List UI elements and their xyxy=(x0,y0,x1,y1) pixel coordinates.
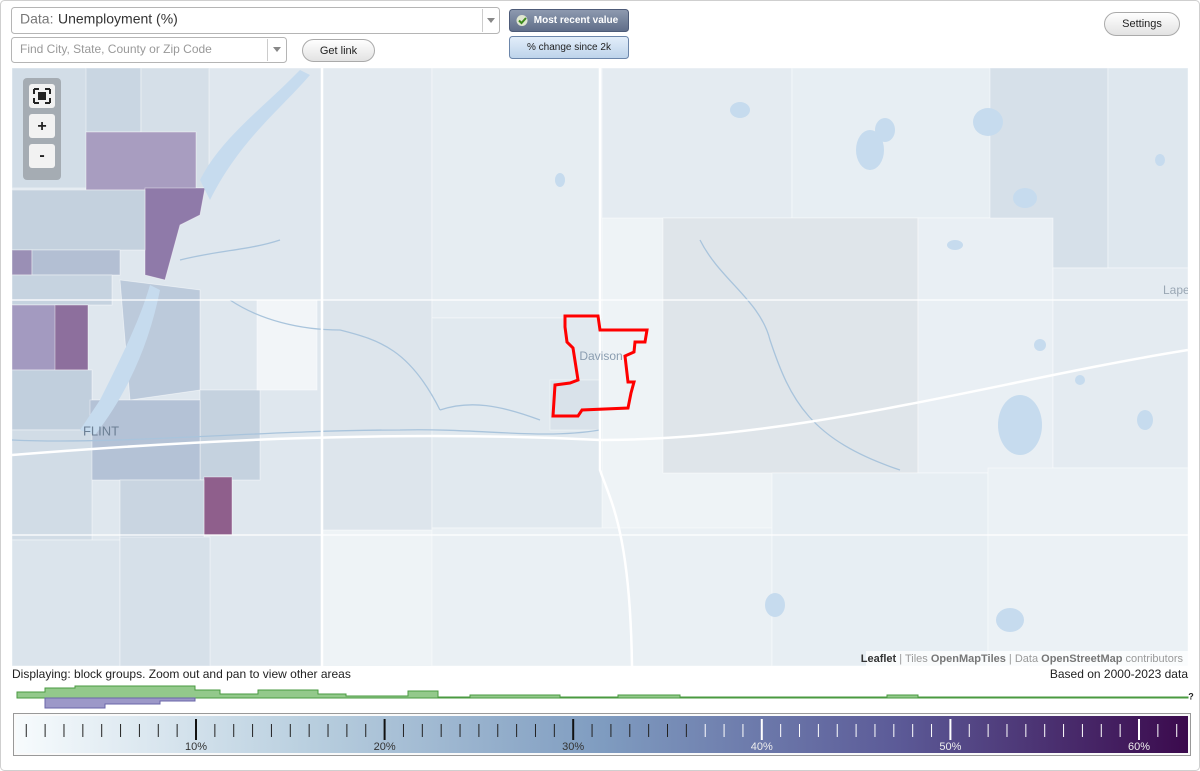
button-label: Get link xyxy=(320,45,358,57)
attribution-text: Tiles xyxy=(905,653,928,665)
button-label: Most recent value xyxy=(534,15,619,26)
mode-recent-button[interactable]: Most recent value xyxy=(509,9,629,32)
legend-tick-label: 60% xyxy=(1128,741,1150,753)
help-icon[interactable]: ? xyxy=(1188,691,1194,701)
get-link-button[interactable]: Get link xyxy=(302,39,375,62)
legend-tick-label: 30% xyxy=(562,741,584,753)
attribution-link[interactable]: OpenStreetMap xyxy=(1041,653,1123,665)
attribution: Leaflet | Tiles OpenMapTiles | Data Open… xyxy=(861,653,1184,665)
attribution-bg xyxy=(866,651,1188,666)
data-select[interactable]: Data: Unemployment (%) xyxy=(11,7,500,34)
histogram: ? xyxy=(16,685,1194,709)
search-placeholder: Find City, State, County or Zip Code xyxy=(20,42,212,56)
data-value: Unemployment (%) xyxy=(58,11,178,27)
block-groups xyxy=(12,68,1188,666)
legend-tick-label: 40% xyxy=(751,741,773,753)
rivers xyxy=(12,239,901,471)
data-range-note: Based on 2000-2023 data xyxy=(1050,667,1188,681)
attribution-sep: | xyxy=(899,653,902,665)
zoom-in-button[interactable]: + xyxy=(29,114,55,138)
map[interactable]: Davison FLINT Lape + - Leaflet | Tiles xyxy=(12,68,1190,666)
zoom-out-button[interactable]: - xyxy=(29,144,55,168)
water xyxy=(80,70,1165,632)
legend-tick-label: 20% xyxy=(374,741,396,753)
attribution-sep: | xyxy=(1009,653,1012,665)
legend-bar xyxy=(16,716,1188,753)
mode-change-button[interactable]: % change since 2k xyxy=(509,36,629,59)
legend-tick-label: 10% xyxy=(185,741,207,753)
data-label: Data: xyxy=(20,11,53,27)
attribution-text: Data xyxy=(1015,653,1039,665)
settings-button[interactable]: Settings xyxy=(1104,12,1180,36)
selected-area[interactable] xyxy=(551,314,649,418)
button-label: % change since 2k xyxy=(527,42,612,53)
place-label: FLINT xyxy=(83,423,119,438)
attribution-text: contributors xyxy=(1126,653,1184,665)
displaying-note: Displaying: block groups. Zoom out and p… xyxy=(12,667,351,681)
button-label: + xyxy=(37,118,46,135)
legend-tick-label: 50% xyxy=(939,741,961,753)
search-box[interactable]: Find City, State, County or Zip Code xyxy=(11,37,287,63)
attribution-link[interactable]: Leaflet xyxy=(861,653,897,665)
fullscreen-button[interactable] xyxy=(29,84,55,108)
place-label: Lape xyxy=(1163,283,1190,297)
roads xyxy=(12,68,1188,666)
button-label: Settings xyxy=(1122,18,1162,30)
attribution-link[interactable]: OpenMapTiles xyxy=(931,653,1006,665)
zoom-control: + - xyxy=(23,78,61,180)
place-label: Davison xyxy=(579,349,622,363)
button-label: - xyxy=(39,147,44,164)
legend-ticks: 10% 20% 30% 40% 50% 60% xyxy=(25,719,1178,753)
